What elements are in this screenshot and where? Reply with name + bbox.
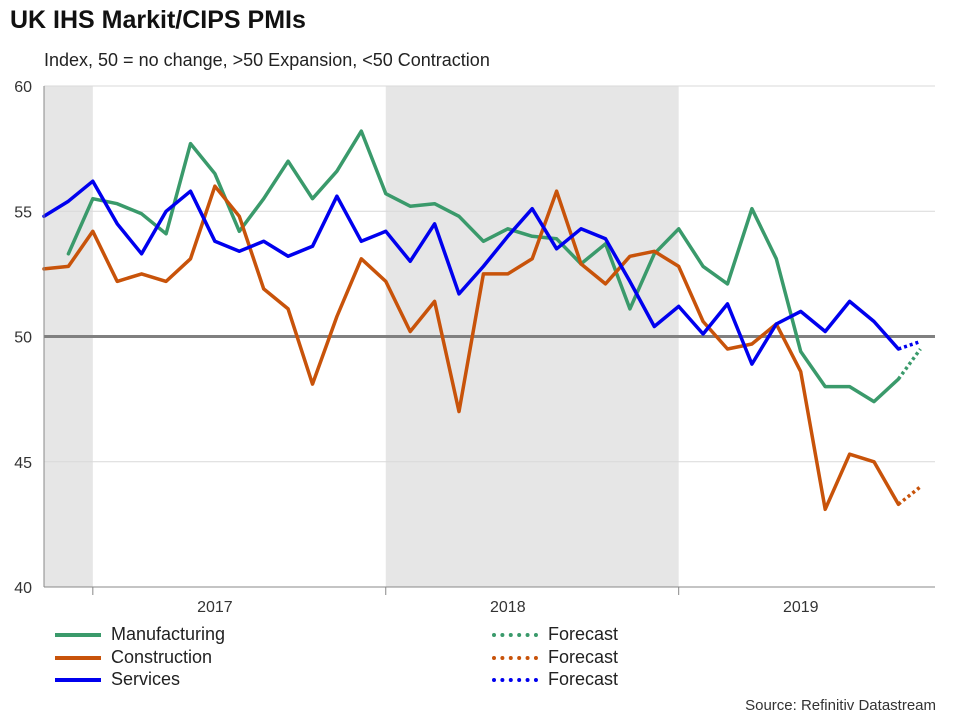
y-tick-label: 55 <box>14 204 32 221</box>
source-note: Source: Refinitiv Datastream <box>745 697 936 714</box>
forecast-line-manufacturing <box>896 347 922 381</box>
page-title: UK IHS Markit/CIPS PMIs <box>10 6 306 34</box>
y-tick-label: 40 <box>14 580 32 597</box>
chart-subtitle: Index, 50 = no change, >50 Expansion, <5… <box>44 50 490 70</box>
y-tick-label: 60 <box>14 79 32 96</box>
forecast-line-services <box>897 339 921 351</box>
y-tick-label: 45 <box>14 455 32 472</box>
series-lines <box>42 129 922 512</box>
series-line-services <box>42 179 901 366</box>
forecast-line-construction <box>897 485 922 506</box>
series-line-construction <box>42 184 901 512</box>
x-tick-label: 2017 <box>197 599 233 616</box>
y-tick-label: 50 <box>14 330 32 347</box>
x-tick-label: 2018 <box>490 599 526 616</box>
x-tick-label: 2019 <box>783 599 819 616</box>
axes: 40 45 50 55 60 2017 2018 2019 <box>14 79 935 616</box>
series-line-manufacturing <box>66 129 901 404</box>
